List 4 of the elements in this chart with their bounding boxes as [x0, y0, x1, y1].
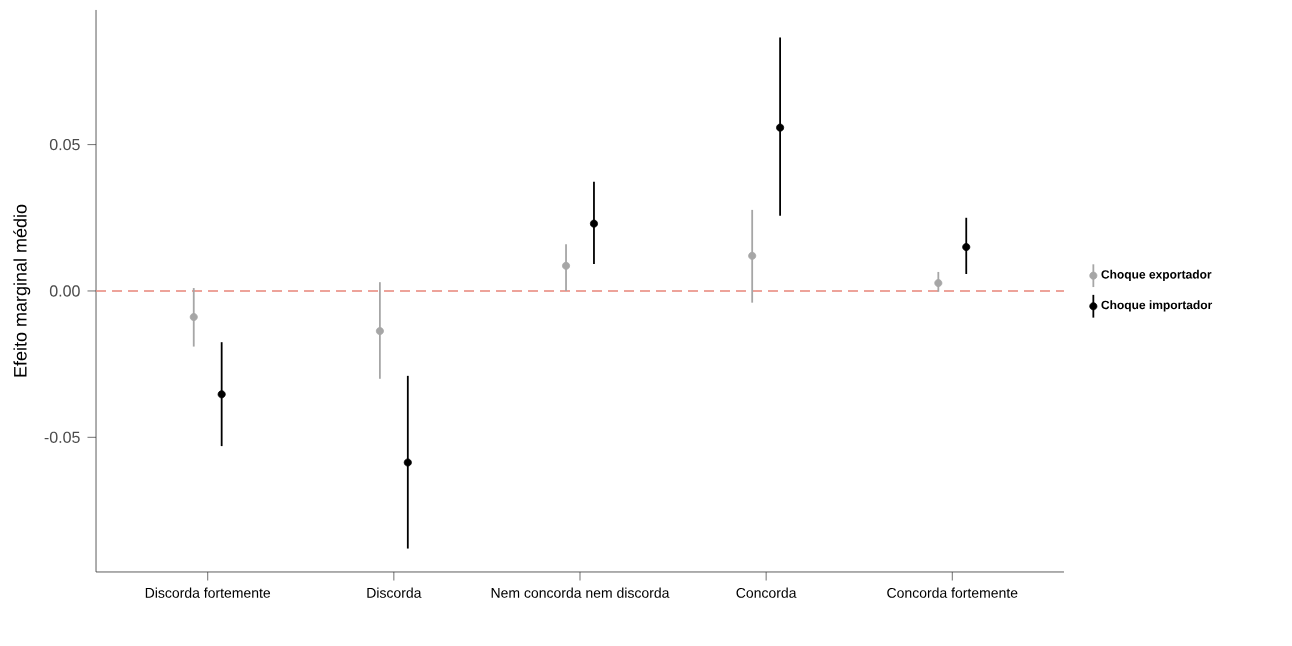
- y-tick-label: 0.00: [49, 285, 80, 297]
- y-tick-label: -0.05: [44, 431, 80, 443]
- y-tick-label: 0.05: [49, 138, 80, 151]
- y-axis-title: Efeito marginal médio: [13, 204, 31, 377]
